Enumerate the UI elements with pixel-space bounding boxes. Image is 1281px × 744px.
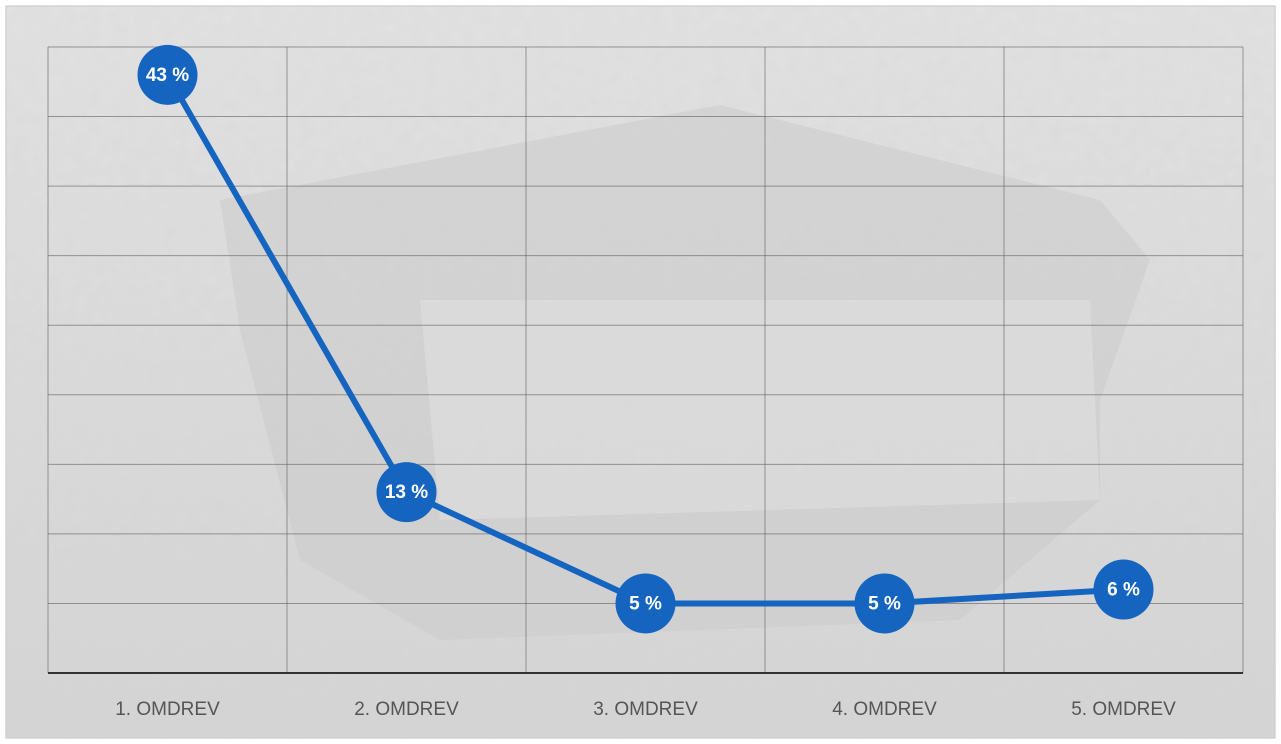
x-tick-label: 3. OMDREV — [593, 699, 698, 720]
chart: 43 % 13 % 5 % 5 % 6 % 1. OMDREV 2. OMDREV 3. OM… — [0, 0, 1281, 744]
value-label: 6 % — [1107, 580, 1140, 601]
value-label: 5 % — [868, 593, 901, 614]
x-tick-label: 4. OMDREV — [832, 699, 937, 720]
value-label: 5 % — [629, 593, 662, 614]
value-label: 43 % — [146, 65, 189, 86]
x-tick-label: 1. OMDREV — [115, 699, 220, 720]
x-tick-label: 2. OMDREV — [354, 699, 459, 720]
value-label: 13 % — [385, 482, 428, 503]
x-tick-label: 5. OMDREV — [1071, 699, 1176, 720]
